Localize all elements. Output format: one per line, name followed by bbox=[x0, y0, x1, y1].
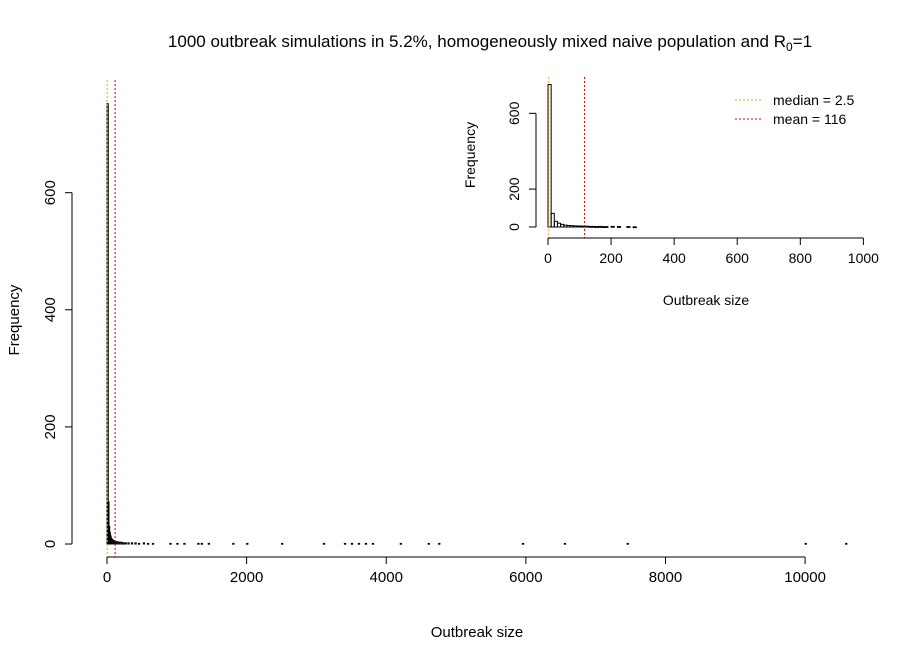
histogram-bar bbox=[322, 542, 326, 545]
chart-title-main: 1000 outbreak simulations in 5.2%, homog… bbox=[168, 32, 786, 51]
histogram-bar bbox=[122, 542, 125, 545]
y-tick-label: 0 bbox=[506, 223, 522, 231]
histogram-bar bbox=[604, 226, 609, 228]
y-tick-label: 400 bbox=[42, 297, 59, 322]
histogram-bar bbox=[371, 542, 375, 545]
x-tick-label: 2000 bbox=[230, 569, 263, 586]
histogram-bar bbox=[197, 542, 200, 545]
histogram-bar bbox=[200, 542, 204, 545]
chart-title: 1000 outbreak simulations in 5.2%, homog… bbox=[168, 32, 812, 54]
x-axis-title: Outbreak size bbox=[431, 624, 524, 641]
histogram-bar bbox=[151, 542, 155, 545]
y-tick-label: 200 bbox=[506, 177, 522, 201]
chart-title-suffix: =1 bbox=[793, 32, 812, 51]
histogram-bar bbox=[281, 542, 284, 545]
x-axis-title: Outbreak size bbox=[663, 292, 750, 308]
histogram-bar bbox=[142, 542, 146, 545]
histogram-bar bbox=[176, 542, 179, 545]
chart-legend: median = 2.5 mean = 116 bbox=[735, 92, 855, 127]
histogram-bar bbox=[845, 542, 848, 545]
y-tick-label: 200 bbox=[42, 414, 59, 439]
x-tick-label: 400 bbox=[662, 250, 686, 266]
histogram-bar bbox=[207, 542, 211, 545]
inset-histogram: 0 200 400 600 800 1000 0 200 600 Outbreak size Fre… bbox=[462, 77, 879, 308]
x-tick-label: 8000 bbox=[649, 569, 682, 586]
histogram-bar bbox=[616, 226, 622, 228]
histogram-bar bbox=[438, 542, 441, 545]
x-tick-label: 0 bbox=[103, 569, 111, 586]
histogram-bar bbox=[626, 226, 631, 228]
histogram-bar bbox=[134, 542, 137, 545]
histogram-bar bbox=[610, 225, 615, 228]
histogram-bar bbox=[547, 84, 552, 228]
histogram-bar bbox=[399, 542, 403, 545]
histogram-bar bbox=[120, 541, 123, 545]
histogram-bar bbox=[350, 542, 354, 545]
histogram-bar bbox=[146, 542, 150, 545]
y-axis-title: Frequency bbox=[6, 284, 23, 355]
y-tick-label: 0 bbox=[42, 540, 59, 548]
legend-entry: median = 2.5 bbox=[773, 92, 855, 108]
main-histogram: 0 2000 4000 6000 8000 100000200400600Outbreak… bbox=[6, 80, 848, 641]
x-tick-label: 1000 bbox=[848, 250, 879, 266]
y-tick-label: 600 bbox=[42, 180, 59, 205]
x-tick-label: 4000 bbox=[370, 569, 403, 586]
histogram-bar bbox=[357, 542, 361, 545]
histogram-bar bbox=[127, 542, 130, 545]
legend-entry: mean = 116 bbox=[773, 111, 847, 127]
x-tick-label: 0 bbox=[544, 250, 552, 266]
histogram-bar bbox=[232, 542, 235, 545]
histogram-bar bbox=[183, 542, 186, 545]
y-tick-label: 600 bbox=[506, 101, 522, 125]
histogram-bar bbox=[343, 542, 347, 545]
histogram-bar bbox=[563, 542, 567, 545]
histogram-bar bbox=[246, 542, 249, 545]
x-tick-label: 600 bbox=[726, 250, 750, 266]
histogram-bar bbox=[137, 542, 141, 545]
histogram-bar bbox=[521, 542, 525, 545]
histogram-bar bbox=[427, 542, 430, 545]
histogram-bar bbox=[632, 226, 637, 229]
histogram-bar bbox=[364, 542, 368, 545]
histogram-bar bbox=[124, 542, 127, 545]
x-tick-label: 6000 bbox=[509, 569, 542, 586]
histogram-bar bbox=[169, 542, 172, 545]
x-tick-label: 10000 bbox=[784, 569, 826, 586]
x-tick-label: 800 bbox=[789, 250, 813, 266]
histogram-bar bbox=[804, 542, 807, 545]
y-axis-title: Frequency bbox=[462, 122, 478, 188]
histogram-bar bbox=[130, 542, 134, 545]
histogram-bar bbox=[550, 212, 555, 228]
chart-title-subscript: 0 bbox=[786, 40, 793, 54]
histogram-bar bbox=[626, 542, 629, 545]
x-tick-label: 200 bbox=[599, 250, 623, 266]
